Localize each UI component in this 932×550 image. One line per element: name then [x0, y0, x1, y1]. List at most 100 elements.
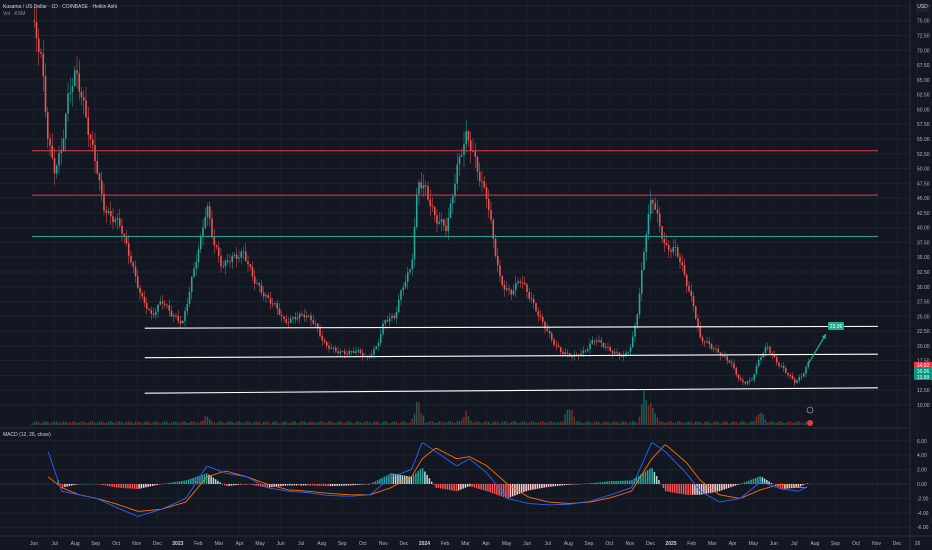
- macd-histogram-bar: [282, 484, 284, 486]
- volume-bar: [334, 422, 337, 425]
- macd-label[interactable]: MACD (12, 26, close): [3, 432, 51, 438]
- target-label-box[interactable]: [827, 322, 844, 331]
- macd-histogram-bar: [617, 480, 620, 484]
- macd-histogram-bar: [730, 484, 732, 488]
- volume-bar: [589, 422, 591, 425]
- trend-line[interactable]: [144, 325, 878, 329]
- volume-bar: [764, 419, 767, 425]
- candle-body: [80, 91, 83, 98]
- time-tick-label: Sep: [831, 541, 840, 547]
- volume-bar: [490, 423, 492, 425]
- candle-body: [244, 251, 247, 262]
- macd-histogram-bar: [406, 475, 408, 484]
- volume-bar: [31, 423, 33, 425]
- volume-bar: [584, 421, 587, 425]
- candle-body: [139, 287, 141, 294]
- macd-histogram-bar: [487, 484, 489, 492]
- trend-line[interactable]: [144, 387, 878, 394]
- volume-bar: [319, 421, 321, 425]
- macd-histogram-bar: [100, 484, 102, 485]
- candle-body: [154, 311, 157, 315]
- candle-body: [323, 340, 326, 342]
- trend-line[interactable]: [144, 353, 878, 359]
- volume-bar: [699, 422, 701, 425]
- macd-histogram-bar: [379, 478, 381, 484]
- volume-bar: [526, 423, 528, 425]
- volume-bar: [715, 421, 717, 425]
- candle-body: [683, 265, 686, 275]
- volume-bar: [643, 390, 645, 425]
- level-lines[interactable]: [32, 150, 878, 394]
- volume-bar: [397, 423, 400, 425]
- macd-histogram-bar: [646, 470, 649, 484]
- candle-body: [285, 318, 288, 323]
- macd-histogram-bar: [307, 484, 309, 486]
- gridlines: [0, 5, 910, 528]
- volume-bar: [132, 423, 134, 425]
- volume-bar: [310, 421, 312, 425]
- volume-bar: [802, 423, 805, 425]
- macd-histogram-bar: [289, 484, 291, 486]
- macd-histogram-bar: [547, 484, 550, 487]
- candle-body: [103, 193, 105, 211]
- candle-body: [269, 298, 272, 304]
- candle-body: [505, 288, 508, 290]
- candle-body: [784, 368, 787, 373]
- candle-body: [663, 238, 666, 244]
- volume-bar: [384, 421, 386, 425]
- candle-body: [211, 218, 213, 237]
- macd-histogram-bar: [354, 484, 356, 486]
- candle-body: [267, 295, 270, 299]
- macd-histogram-bar: [401, 475, 404, 484]
- volume-bar: [433, 422, 436, 425]
- volume-bar: [600, 423, 602, 425]
- candle-body: [116, 218, 119, 220]
- currency-label[interactable]: USD: [916, 3, 929, 12]
- candle-body: [620, 355, 623, 357]
- axes: 77.5075.0072.5070.0067.5065.0062.5060.00…: [30, 4, 930, 547]
- volume-bar: [735, 421, 737, 425]
- candle-body: [634, 325, 636, 337]
- macd-histogram-bar: [658, 480, 660, 484]
- macd-histogram-bar: [295, 484, 298, 486]
- candle-body: [751, 379, 753, 381]
- macd-histogram-bar: [352, 484, 354, 486]
- macd-histogram-bar: [230, 484, 233, 486]
- candle-body: [672, 247, 675, 252]
- candle-body: [773, 355, 776, 358]
- volume-bar: [476, 421, 479, 425]
- time-tick-label: Mar: [708, 541, 717, 547]
- macd-histogram-bar: [462, 484, 464, 489]
- macd-tick-label: -4.00: [917, 511, 929, 517]
- volume-bar: [670, 421, 672, 425]
- volume-bar: [233, 423, 236, 425]
- candle-body: [242, 251, 245, 253]
- volume-bar: [235, 421, 238, 425]
- macd-histogram-bar: [721, 484, 723, 491]
- price-label-box: [914, 361, 932, 368]
- macd-histogram-bar: [570, 484, 572, 485]
- candle-body: [501, 275, 504, 285]
- volume-bar: [521, 421, 524, 425]
- candle-body: [735, 368, 738, 375]
- macd-histogram-bar: [561, 484, 563, 486]
- event-marker-icon[interactable]: [806, 406, 814, 414]
- candle-body: [744, 382, 747, 384]
- projection-arrow[interactable]: [807, 333, 827, 364]
- symbol-title[interactable]: Kusama / US Dollar · 1D · COINBASE · Hei…: [3, 4, 118, 10]
- macd-histogram-bar: [723, 484, 725, 490]
- macd-histogram-bar: [214, 479, 217, 484]
- candle-body: [517, 281, 519, 284]
- candle-body: [526, 284, 528, 293]
- volume-bar: [766, 422, 769, 425]
- candle-body: [697, 318, 699, 327]
- macd-histogram-bar: [124, 484, 127, 489]
- candle-body: [487, 198, 490, 210]
- volume-bar: [685, 421, 688, 425]
- candle-body: [631, 336, 634, 348]
- candle-body: [215, 245, 218, 248]
- earnings-marker-icon[interactable]: [807, 420, 813, 426]
- candle-body: [96, 161, 99, 174]
- candle-body: [429, 199, 432, 207]
